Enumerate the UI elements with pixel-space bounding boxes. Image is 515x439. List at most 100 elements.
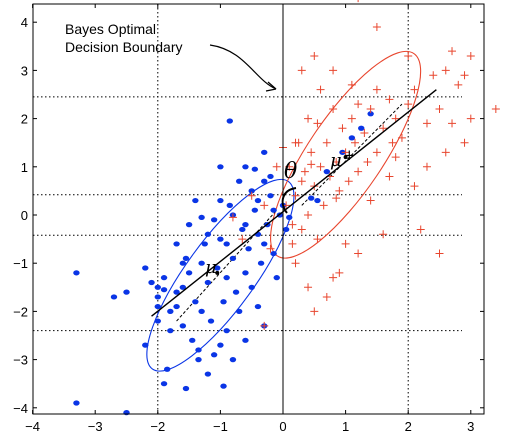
- point-plus: [316, 162, 325, 171]
- point-plus: [291, 138, 300, 147]
- theta-symbol: θ: [284, 159, 297, 184]
- point-minus: [223, 241, 230, 247]
- point-minus: [185, 270, 193, 276]
- mu-minus-symbol: μ: [205, 257, 217, 278]
- point-plus: [448, 47, 457, 56]
- point-minus: [192, 299, 199, 305]
- point-plus: [319, 201, 328, 210]
- point-plus: [410, 85, 419, 94]
- point-minus: [235, 308, 243, 314]
- point-minus: [198, 308, 205, 314]
- point-plus: [313, 119, 322, 128]
- point-minus: [198, 260, 205, 266]
- point-plus: [332, 157, 341, 166]
- x-tick-label: 0: [279, 419, 286, 434]
- point-plus: [410, 182, 419, 191]
- y-tick-label: 2: [21, 112, 28, 127]
- point-minus: [214, 265, 221, 271]
- point-plus: [397, 133, 406, 142]
- point-minus: [314, 197, 321, 204]
- point-plus: [491, 104, 500, 113]
- point-minus: [154, 284, 161, 290]
- point-minus: [242, 222, 249, 228]
- point-minus: [248, 284, 255, 290]
- point-minus: [254, 303, 262, 310]
- point-plus: [363, 157, 372, 166]
- point-minus: [160, 381, 168, 387]
- point-plus: [291, 191, 300, 200]
- y-tick-label: −3: [13, 353, 28, 368]
- point-minus: [173, 289, 180, 295]
- annotation-line-1: Bayes Optimal: [65, 21, 156, 37]
- point-plus: [379, 230, 388, 239]
- point-minus: [323, 169, 331, 175]
- point-plus: [385, 95, 394, 104]
- point-minus: [223, 328, 230, 334]
- point-minus: [195, 347, 202, 353]
- point-minus: [270, 207, 277, 213]
- point-plus: [379, 124, 388, 133]
- point-minus: [204, 231, 212, 237]
- mu-plus-sign: +: [343, 146, 356, 164]
- point-plus: [354, 100, 363, 109]
- point-plus: [285, 162, 294, 171]
- point-minus: [273, 275, 280, 281]
- point-minus: [270, 250, 277, 257]
- point-minus: [163, 366, 171, 372]
- x-tick-label: 3: [467, 419, 474, 434]
- point-plus: [354, 167, 363, 176]
- point-minus: [204, 371, 212, 377]
- point-minus: [185, 222, 193, 228]
- point-minus: [251, 207, 259, 213]
- point-minus: [167, 308, 174, 314]
- mu-plus-symbol: μ: [330, 150, 342, 171]
- point-minus: [348, 135, 356, 141]
- point-plus: [228, 213, 237, 222]
- point-plus: [366, 104, 375, 113]
- x-tick-label: −4: [25, 419, 40, 434]
- point-plus: [304, 283, 313, 292]
- x-tick-label: −1: [213, 419, 228, 434]
- point-plus: [260, 201, 269, 210]
- point-plus: [304, 211, 313, 219]
- point-plus: [416, 225, 425, 234]
- axes-frame: [32, 3, 485, 415]
- point-plus: [460, 71, 469, 80]
- point-plus: [441, 148, 450, 157]
- decision-lines: [151, 4, 437, 414]
- y-tick-label: 4: [21, 15, 28, 30]
- point-minus: [195, 357, 202, 363]
- y-tick-label: −4: [13, 401, 28, 416]
- point-plus: [297, 66, 306, 75]
- point-minus: [201, 241, 208, 247]
- point-plus: [354, 249, 363, 258]
- point-minus: [307, 195, 315, 201]
- point-plus: [247, 191, 256, 200]
- point-plus: [372, 148, 381, 157]
- class-minus-series: [73, 111, 374, 416]
- point-minus: [142, 265, 149, 271]
- y-tick-label: −1: [13, 256, 28, 271]
- mean-plus: [343, 155, 348, 160]
- point-plus: [329, 66, 338, 75]
- plot-frame: [32, 3, 485, 415]
- point-minus: [232, 289, 240, 295]
- point-minus: [229, 255, 237, 261]
- point-minus: [217, 164, 224, 170]
- point-minus: [179, 284, 187, 290]
- point-plus: [307, 160, 316, 169]
- point-minus: [358, 125, 365, 131]
- point-plus: [332, 194, 341, 203]
- point-plus: [297, 177, 306, 186]
- covariance-ellipses: [146, 50, 422, 372]
- point-plus: [300, 167, 309, 176]
- point-plus: [347, 80, 356, 89]
- annotation-arrow: [209, 44, 277, 90]
- point-minus: [245, 246, 252, 252]
- point-minus: [367, 111, 374, 117]
- point-minus: [220, 299, 227, 305]
- point-plus: [322, 292, 331, 301]
- point-plus: [272, 162, 281, 171]
- point-minus: [160, 287, 168, 293]
